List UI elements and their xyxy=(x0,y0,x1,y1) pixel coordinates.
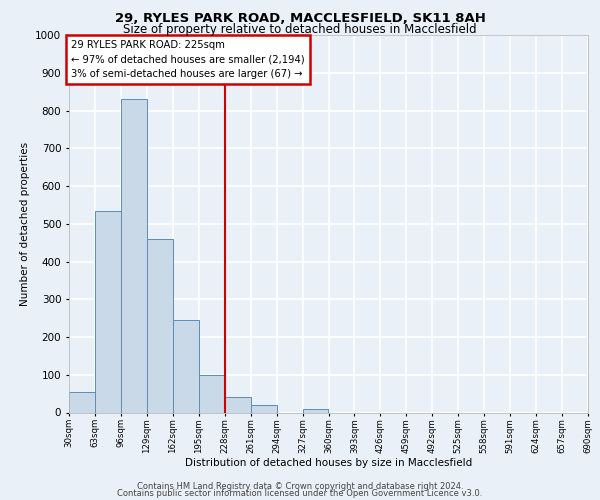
Bar xyxy=(69,392,95,412)
Bar xyxy=(147,239,173,412)
Text: Size of property relative to detached houses in Macclesfield: Size of property relative to detached ho… xyxy=(123,22,477,36)
Bar xyxy=(173,320,199,412)
Bar xyxy=(95,210,121,412)
Bar xyxy=(224,398,251,412)
Text: 29 RYLES PARK ROAD: 225sqm
← 97% of detached houses are smaller (2,194)
3% of se: 29 RYLES PARK ROAD: 225sqm ← 97% of deta… xyxy=(71,40,305,79)
Text: 29, RYLES PARK ROAD, MACCLESFIELD, SK11 8AH: 29, RYLES PARK ROAD, MACCLESFIELD, SK11 … xyxy=(115,12,485,26)
X-axis label: Distribution of detached houses by size in Macclesfield: Distribution of detached houses by size … xyxy=(185,458,472,468)
Text: Contains public sector information licensed under the Open Government Licence v3: Contains public sector information licen… xyxy=(118,489,482,498)
Bar xyxy=(251,405,277,412)
Y-axis label: Number of detached properties: Number of detached properties xyxy=(20,142,29,306)
Bar xyxy=(302,408,329,412)
Bar xyxy=(199,375,224,412)
Bar xyxy=(121,99,147,412)
Text: Contains HM Land Registry data © Crown copyright and database right 2024.: Contains HM Land Registry data © Crown c… xyxy=(137,482,463,491)
